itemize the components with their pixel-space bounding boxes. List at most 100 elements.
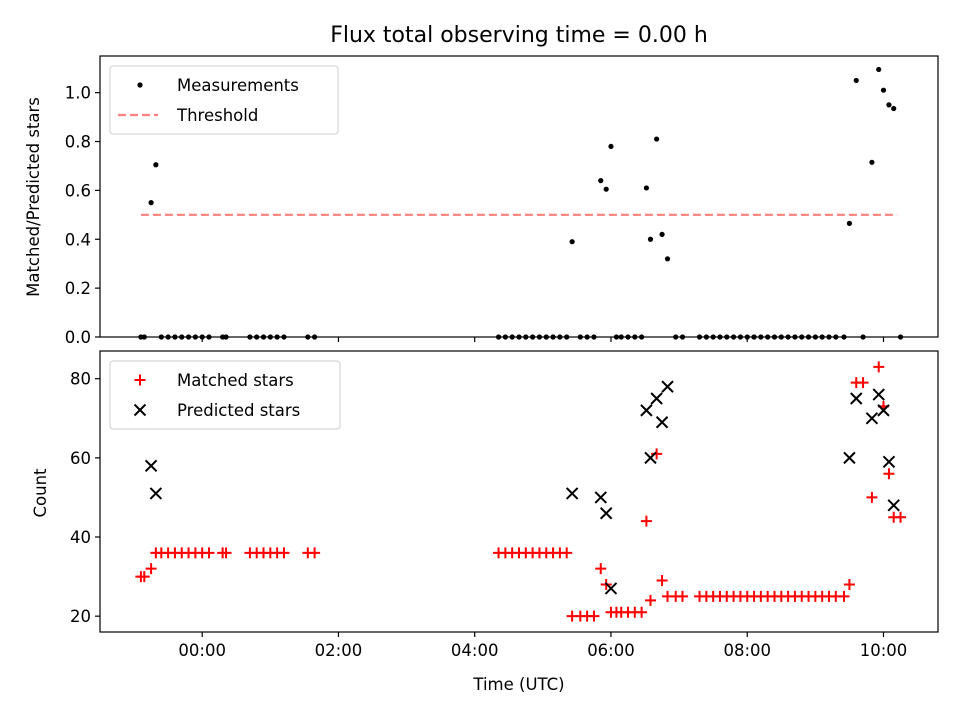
predicted-star-point — [882, 455, 896, 469]
bottom-axes-frame — [99, 350, 939, 633]
predicted-star-point — [144, 459, 158, 472]
matched-star-point — [203, 547, 215, 559]
predicted-star-point — [565, 487, 579, 500]
bottom-plot-area — [135, 361, 907, 622]
predicted-star-point — [644, 451, 657, 465]
predicted-star-point — [594, 491, 607, 504]
legend-swatch — [137, 82, 143, 88]
measurement-point — [659, 231, 665, 237]
matched-star-point — [843, 579, 855, 591]
bottom-legend: Matched stars Predicted stars — [109, 360, 341, 430]
measurement-point — [846, 220, 853, 226]
y-tick-label: 0.0 — [65, 328, 91, 347]
x-tick-label: 04:00 — [451, 641, 499, 660]
measurement-point — [569, 239, 575, 245]
matched-star-point — [873, 361, 885, 373]
matched-star-point — [309, 547, 321, 559]
predicted-star-point — [599, 507, 613, 520]
measurement-point — [148, 200, 154, 206]
measurement-point — [891, 105, 897, 112]
legend-swatch — [134, 374, 146, 386]
matched-star-point — [838, 590, 850, 602]
x-tick-label: 10:00 — [860, 641, 908, 660]
predicted-star-point — [872, 388, 885, 401]
y-tick-label: 80 — [70, 370, 91, 389]
matched-star-point — [220, 547, 232, 559]
measurement-point — [876, 66, 882, 73]
y-tick-label: 0.4 — [65, 230, 91, 249]
predicted-star-point — [850, 392, 863, 405]
y-tick-label: 0.6 — [65, 181, 91, 200]
predicted-star-point — [887, 499, 900, 512]
predicted-star-point — [655, 416, 669, 429]
bottom-y-axis-label: Count — [31, 468, 50, 518]
predicted-star-point — [604, 582, 618, 595]
y-tick-label: 20 — [70, 607, 91, 626]
predicted-star-point — [149, 487, 163, 500]
legend-box — [109, 360, 341, 430]
top-axes-frame — [99, 55, 939, 338]
matched-star-point — [857, 377, 869, 389]
legend-label: Measurements — [177, 76, 299, 95]
legend-label: Predicted stars — [177, 401, 300, 420]
predicted-star-point — [865, 412, 879, 425]
matched-star-point — [866, 491, 878, 503]
measurement-point — [654, 136, 660, 142]
top-legend: Measurements Threshold — [109, 65, 339, 135]
bottom-x-axis: 00:00 02:00 04:00 06:00 08:00 10:00 — [178, 632, 907, 660]
top-x-axis — [201, 337, 885, 342]
legend-swatch — [133, 403, 147, 417]
predicted-star-point — [650, 392, 663, 405]
predicted-star-point — [843, 451, 856, 465]
x-tick-label: 08:00 — [723, 641, 771, 660]
matched-star-point — [595, 563, 607, 575]
matched-star-point — [640, 515, 652, 527]
top-panel: 0.0 0.2 0.4 0.6 0.8 1.0 Matched/Predicted sta… — [24, 55, 939, 347]
top-y-axis-label: Matched/Predicted stars — [24, 97, 43, 297]
x-tick-label: 00:00 — [178, 641, 226, 660]
measurement-point — [869, 159, 875, 165]
measurement-point — [603, 186, 609, 192]
matched-star-point — [138, 571, 150, 583]
matched-star-point — [644, 594, 656, 606]
measurement-point — [608, 143, 614, 150]
y-tick-label: 1.0 — [65, 84, 91, 103]
matched-star-point — [636, 606, 648, 618]
measurement-point — [643, 185, 650, 191]
predicted-star-point — [661, 380, 674, 393]
predicted-star-point — [877, 404, 890, 417]
matched-star-point — [561, 547, 573, 559]
top-plot-area — [138, 66, 904, 340]
measurement-point — [853, 77, 859, 84]
y-tick-label: 40 — [70, 528, 91, 547]
chart-title: Flux total observing time = 0.00 h — [330, 23, 708, 48]
legend-box — [109, 65, 339, 135]
legend-label: Threshold — [176, 106, 258, 125]
measurement-point — [153, 162, 159, 168]
matched-star-point — [656, 575, 668, 587]
y-tick-label: 0.8 — [65, 133, 91, 152]
measurement-point — [880, 87, 887, 93]
x-axis-label: Time (UTC) — [472, 675, 564, 694]
y-tick-label: 0.2 — [65, 279, 91, 298]
matched-star-point — [278, 547, 290, 559]
predicted-star-point — [640, 404, 653, 417]
legend-label: Matched stars — [177, 371, 294, 390]
bottom-y-axis: 20 40 60 80 — [70, 370, 100, 626]
x-tick-label: 02:00 — [315, 641, 363, 660]
measurement-point — [598, 178, 604, 184]
y-tick-label: 60 — [70, 449, 91, 468]
measurement-point — [886, 102, 892, 108]
matched-star-point — [145, 563, 157, 575]
matched-star-point — [651, 448, 663, 460]
top-y-axis: 0.0 0.2 0.4 0.6 0.8 1.0 — [65, 84, 100, 347]
matched-star-point — [677, 590, 689, 602]
x-tick-label: 06:00 — [587, 641, 635, 660]
matched-star-point — [883, 468, 895, 480]
measurement-point — [664, 256, 671, 262]
matched-star-point — [895, 511, 907, 523]
matched-star-point — [588, 610, 600, 622]
measurement-point — [647, 236, 654, 242]
